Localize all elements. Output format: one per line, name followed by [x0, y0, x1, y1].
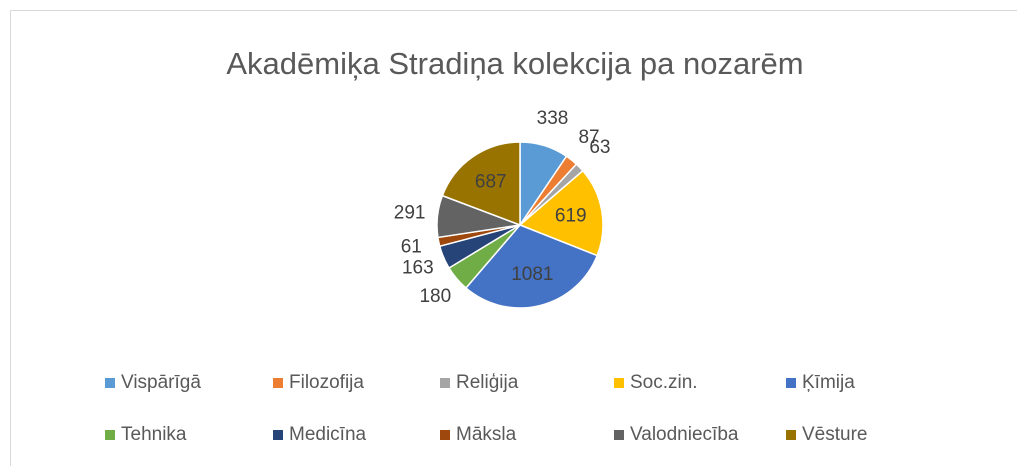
legend-label: Soc.zin. — [630, 372, 698, 393]
data-label: 163 — [402, 257, 434, 278]
legend-swatch — [273, 378, 283, 388]
legend-label: Medicīna — [289, 424, 367, 445]
pie-slice — [441, 141, 521, 227]
legend-label: Valodniecība — [630, 424, 739, 445]
legend-swatch — [614, 430, 624, 440]
legend-label: Tehnika — [121, 424, 187, 445]
legend-swatch — [273, 430, 283, 440]
legend-swatch — [786, 378, 796, 388]
legend-label: Ķīmija — [802, 372, 855, 393]
chart-title: Akadēmiķa Stradiņa kolekcija pa nozarēm — [226, 46, 803, 81]
legend-swatch — [786, 430, 796, 440]
data-label: 291 — [394, 202, 426, 223]
legend-label: Vispārīgā — [121, 372, 201, 393]
legend-label: Māksla — [456, 424, 517, 445]
pie-slice — [518, 169, 604, 257]
data-label: 1081 — [511, 264, 553, 285]
data-label: 87 — [578, 127, 599, 148]
data-label: 338 — [537, 108, 569, 129]
legend-swatch — [105, 378, 115, 388]
legend-swatch — [614, 378, 624, 388]
pie-slice — [464, 224, 599, 309]
data-label: 63 — [589, 137, 610, 158]
legend-label: Vēsture — [802, 424, 867, 445]
data-label: 687 — [475, 172, 507, 193]
legend-swatch — [105, 430, 115, 440]
data-label: 61 — [401, 237, 422, 258]
legend-label: Reliģija — [456, 372, 519, 393]
data-label: 180 — [419, 286, 451, 307]
legend-swatch — [440, 378, 450, 388]
legend-label: Filozofija — [289, 372, 364, 393]
legend-swatch — [440, 430, 450, 440]
data-label: 619 — [555, 205, 587, 226]
